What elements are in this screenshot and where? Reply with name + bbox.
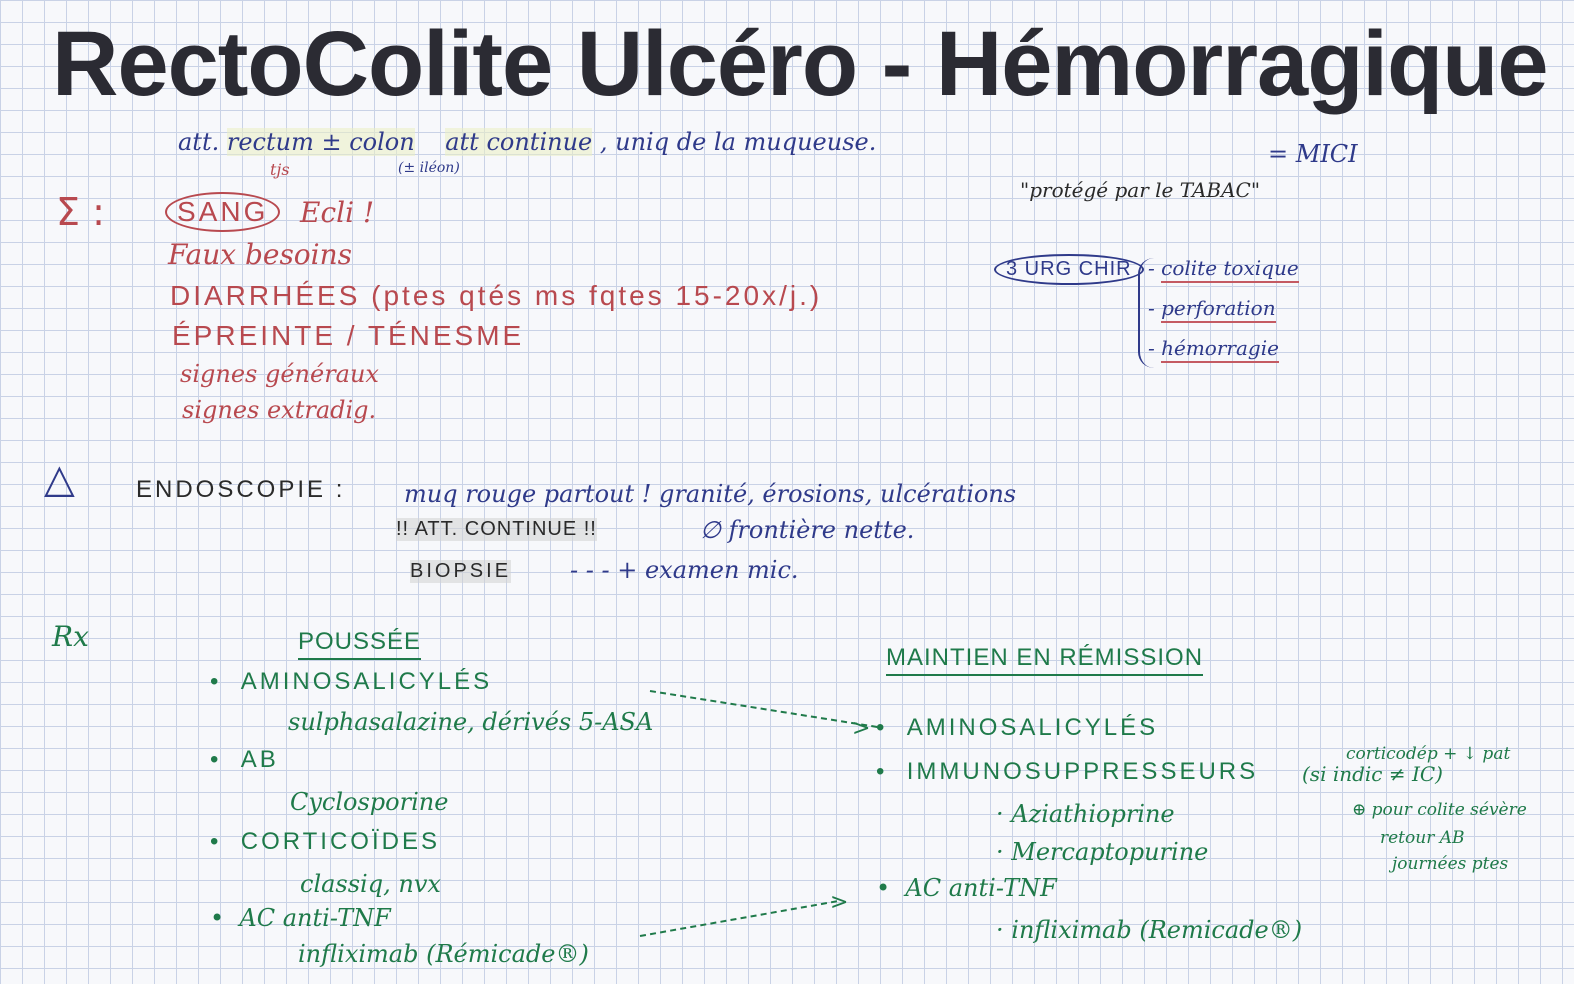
poussee-item: • CORTICOÏDES [210, 828, 440, 855]
definition-line: att. rectum ± colon att continue , uniq … [178, 128, 876, 156]
endoscopy-label: ENDOSCOPIE : [136, 476, 346, 503]
maintien-item: • AMINOSALICYLÉS [876, 714, 1159, 741]
poussee-detail: Cyclosporine [290, 788, 449, 816]
maintien-subitem: · Mercaptopurine [996, 838, 1209, 866]
poussee-detail: infliximab (Rémicade®) [298, 940, 589, 968]
warning-triangle-icon: △ [44, 456, 75, 502]
surgery-item: - colite toxique [1148, 256, 1299, 283]
poussee-item: • AB [210, 746, 279, 773]
biopsy-note: - - - + examen mic. [570, 556, 799, 584]
arrow-anti-tnf [639, 900, 838, 937]
side-note: ⊕ pour colite sévère [1352, 800, 1527, 820]
maintien-heading: MAINTIEN EN RÉMISSION [886, 644, 1204, 676]
surgery-emergency-badge: 3 URG CHIR [994, 254, 1144, 285]
symptom-item: DIARRHÉES (ptes qtés ms fqtes 15-20x/j.) [170, 280, 823, 311]
continuous-attack: att continue [445, 128, 593, 156]
rx-label: Rx [52, 620, 89, 653]
page-title: RectoColite Ulcéro - Hémorragique RCUH [52, 13, 1574, 115]
maintien-subitem: · infliximab (Remicade®) [996, 916, 1303, 944]
arrow-head-icon: > [852, 716, 871, 741]
rectum-colon: rectum ± colon [226, 128, 415, 156]
side-note: corticodép + ↓ pat [1346, 744, 1511, 764]
poussee-detail: classiq, nvx [300, 870, 441, 898]
sigma-symbol: Σ : [56, 190, 105, 234]
poussee-item: • AMINOSALICYLÉS [210, 668, 493, 695]
surgery-item: - perforation [1148, 296, 1276, 323]
maintien-item: • IMMUNOSUPPRESSEURS [876, 758, 1259, 785]
poussee-item: • AC anti-TNF [210, 904, 391, 932]
mici-note: = MICI [1268, 140, 1358, 168]
immuno-indication-note: (si indic ≠ IC) [1302, 762, 1443, 786]
surgery-bracket [1138, 258, 1154, 368]
endoscopy-findings: muq rouge partout ! granité, érosions, u… [404, 480, 1017, 508]
symptom-item: signes extradig. [182, 396, 377, 424]
symptom-item: Faux besoins [168, 238, 353, 271]
ecli-note: Ecli ! [300, 196, 375, 229]
arrow-head-icon: > [830, 890, 849, 915]
side-note: journées ptes [1392, 854, 1509, 874]
symptom-item: ÉPREINTE / TÉNESME [172, 320, 525, 351]
continuous-warning: !! ATT. CONTINUE !! [396, 518, 597, 541]
side-note: retour AB [1380, 828, 1465, 848]
poussee-heading: POUSSÉE [298, 628, 422, 660]
surgery-item: - hémorragie [1148, 336, 1279, 363]
att-label: att. [178, 128, 220, 156]
symptom-item: signes généraux [180, 360, 379, 388]
no-boundary-note: ∅ frontière nette. [700, 516, 915, 544]
tjs-note: tjs [270, 160, 290, 179]
sang-badge: SANG [165, 192, 281, 232]
ileon-note: (± iléon) [398, 160, 460, 176]
poussee-detail: sulphasalazine, dérivés 5-ASA [288, 708, 654, 736]
mucosa-only: , uniq de la muqueuse. [599, 128, 877, 156]
arrow-aminosalicyles [649, 690, 878, 728]
biopsy-label: BIOPSIE [410, 560, 512, 583]
tabac-note: "protégé par le TABAC" [1020, 178, 1261, 202]
maintien-subitem: · Aziathioprine [996, 800, 1175, 828]
maintien-item: • AC anti-TNF [876, 874, 1057, 902]
